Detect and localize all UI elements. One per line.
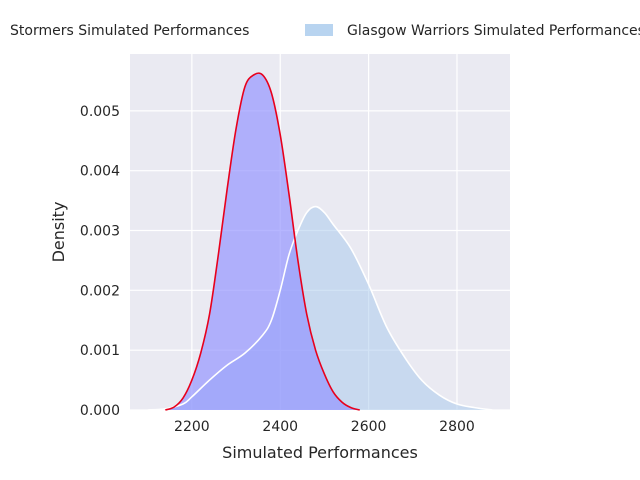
series-layer: [147, 72, 493, 411]
x-tick-label-3: 2800: [439, 419, 475, 435]
x-axis-label: Simulated Performances: [222, 443, 418, 462]
legend-label-stormers: Stormers Simulated Performances: [10, 23, 249, 39]
y-tick-label-1: 0.001: [80, 343, 120, 359]
x-tick-label-1: 2400: [262, 419, 298, 435]
legend-label-glasgow: Glasgow Warriors Simulated Performances: [347, 23, 640, 39]
y-tick-label-0: 0.000: [80, 403, 120, 419]
stormers-density-area: [165, 73, 360, 410]
y-axis-label: Density: [49, 202, 68, 263]
axis-ticks: 2200 2400 2600 2800 0.000 0.001 0.002 0.003 0.00…: [80, 104, 475, 435]
legend: Stormers Simulated Performances Glasgow …: [10, 23, 640, 39]
y-tick-label-2: 0.002: [80, 283, 120, 299]
legend-swatch-glasgow: [305, 24, 333, 36]
stormers-density-line: [165, 72, 360, 411]
glasgow-density-area: [147, 206, 493, 410]
glasgow-density-line: [147, 205, 493, 411]
x-tick-label-0: 2200: [174, 419, 210, 435]
y-tick-label-5: 0.005: [80, 104, 120, 120]
y-tick-label-4: 0.004: [80, 164, 120, 180]
y-tick-label-3: 0.003: [80, 224, 120, 240]
x-tick-label-2: 2600: [351, 419, 387, 435]
